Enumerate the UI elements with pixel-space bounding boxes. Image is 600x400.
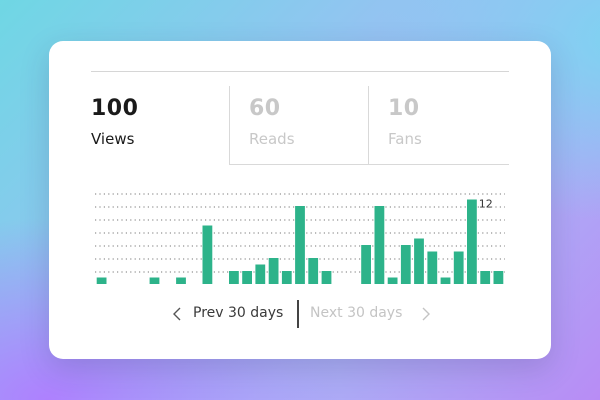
chart-bar[interactable] (493, 271, 504, 284)
chart-bar[interactable] (176, 277, 186, 285)
chart-svg: 12 (95, 193, 505, 285)
chart-bar[interactable] (387, 277, 398, 285)
tab-fans[interactable]: 10 Fans (368, 86, 509, 165)
chart-bar[interactable] (281, 271, 292, 284)
chart-bar[interactable] (308, 258, 319, 284)
chart-bar[interactable] (96, 277, 107, 285)
reads-label: Reads (249, 130, 295, 148)
tab-views[interactable]: 100 Views (91, 86, 229, 165)
chart-bar[interactable] (467, 199, 477, 285)
chart-bar[interactable] (400, 245, 411, 284)
chart-bar[interactable] (229, 271, 239, 284)
tab-reads[interactable]: 60 Reads (229, 86, 368, 165)
chart-bar[interactable] (427, 251, 438, 285)
reads-count: 60 (249, 96, 281, 121)
chart-peak-label: 12 (479, 198, 493, 211)
next-30-days-label: Next 30 days (310, 305, 403, 321)
chevron-left-icon (173, 307, 181, 321)
chart-bar[interactable] (295, 206, 305, 284)
chart-bar[interactable] (202, 225, 213, 285)
next-30-days-button[interactable]: Next 30 days (306, 298, 433, 330)
views-count: 100 (91, 96, 139, 121)
fans-label: Fans (388, 130, 422, 148)
chart-bar[interactable] (453, 251, 464, 285)
chart-bar[interactable] (414, 238, 424, 285)
chart-bar[interactable] (321, 271, 332, 284)
chart-bar[interactable] (149, 277, 160, 285)
chart-bar[interactable] (440, 277, 451, 285)
views-label: Views (91, 130, 135, 148)
chart-bar[interactable] (374, 206, 385, 284)
chart-bar[interactable] (480, 271, 491, 284)
chart-bar[interactable] (268, 258, 279, 284)
fans-count: 10 (388, 96, 420, 121)
chart-bar[interactable] (255, 264, 266, 285)
top-divider (91, 71, 509, 72)
chart-bar[interactable] (361, 245, 371, 284)
prev-30-days-button[interactable]: Prev 30 days (169, 298, 296, 330)
chart-bar[interactable] (242, 271, 252, 284)
chevron-right-icon (422, 307, 430, 321)
views-bar-chart: 12 (95, 189, 505, 289)
date-pager: Prev 30 days Next 30 days (169, 298, 433, 330)
prev-30-days-label: Prev 30 days (193, 305, 284, 321)
stats-tabs: 100 Views 60 Reads 10 Fans (91, 86, 509, 165)
stats-card: 100 Views 60 Reads 10 Fans 12 Prev 30 da… (49, 41, 551, 359)
pager-divider (297, 300, 299, 328)
